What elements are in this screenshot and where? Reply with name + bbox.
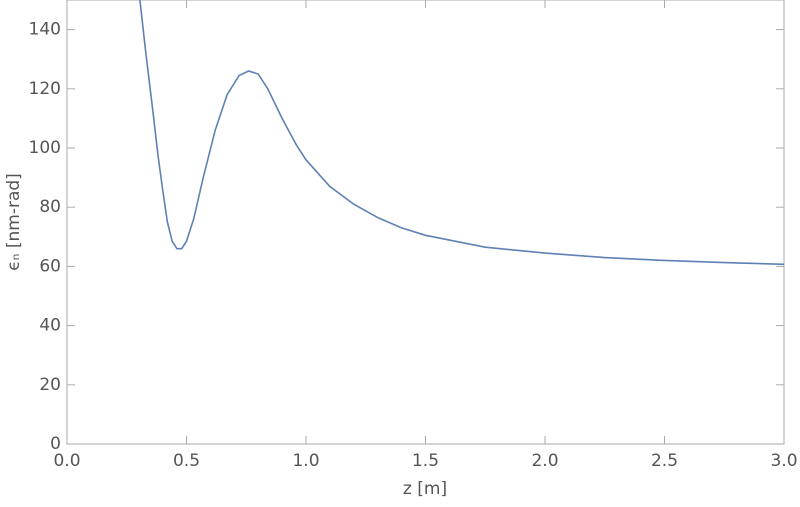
x-tick-label: 0.0 — [53, 451, 80, 471]
y-tick-label: 80 — [39, 197, 61, 217]
x-tick-label: 0.5 — [173, 451, 200, 471]
y-tick-label: 20 — [39, 375, 61, 395]
y-tick-label: 140 — [29, 20, 61, 40]
frame — [66, 0, 785, 445]
x-tick-label: 2.5 — [651, 451, 678, 471]
x-axis-label: z [m] — [403, 479, 447, 499]
x-tick-label: 3.0 — [770, 451, 797, 471]
y-tick-label: 120 — [29, 79, 61, 99]
y-tick-label: 60 — [39, 256, 61, 276]
y-tick-label: 100 — [29, 138, 61, 158]
y-tick-label: 40 — [39, 316, 61, 336]
x-tick-label: 1.0 — [292, 451, 319, 471]
y-axis-label: ϵₙ [nm-rad] — [4, 173, 24, 271]
data-line — [139, 0, 785, 266]
x-tick-label: 2.0 — [531, 451, 558, 471]
x-tick-label: 1.5 — [412, 451, 439, 471]
y-tick-label: 0 — [50, 434, 61, 454]
